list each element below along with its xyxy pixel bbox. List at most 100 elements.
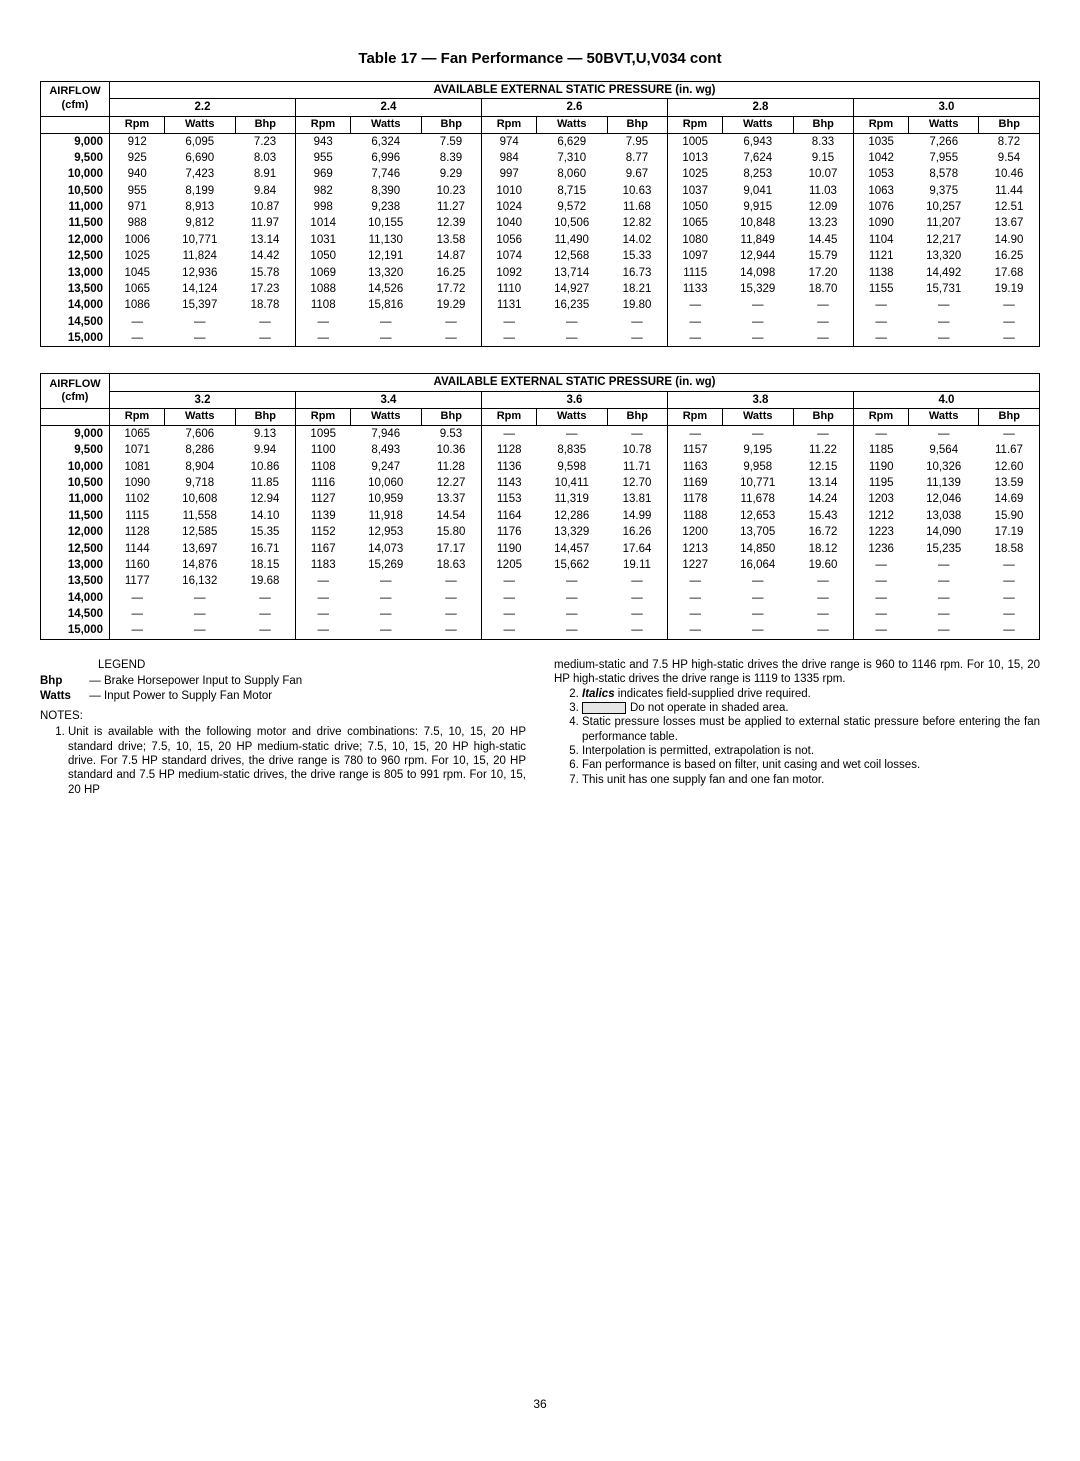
- pressure-group-header: 2.6: [481, 99, 667, 116]
- data-cell: —: [536, 590, 607, 606]
- sub-header: Bhp: [421, 409, 481, 426]
- data-cell: 11,678: [722, 491, 793, 507]
- data-cell: 1127: [295, 491, 350, 507]
- data-cell: 1108: [295, 459, 350, 475]
- data-cell: 11.68: [607, 199, 667, 215]
- sub-header: Rpm: [667, 409, 722, 426]
- italics-word: Italics: [582, 688, 615, 700]
- sub-header: Watts: [164, 116, 235, 133]
- data-cell: 9.94: [235, 442, 295, 458]
- data-cell: —: [667, 590, 722, 606]
- data-cell: —: [536, 573, 607, 589]
- data-cell: —: [908, 425, 979, 442]
- data-cell: 15,235: [908, 541, 979, 557]
- data-cell: 1213: [667, 541, 722, 557]
- data-cell: 15,269: [350, 557, 421, 573]
- sub-header: Bhp: [235, 116, 295, 133]
- data-cell: 1178: [667, 491, 722, 507]
- data-cell: 11,824: [164, 248, 235, 264]
- data-cell: —: [164, 330, 235, 347]
- note-text: Do not operate in shaded area.: [630, 702, 789, 714]
- airflow-cell: 10,000: [41, 166, 110, 182]
- data-cell: —: [164, 622, 235, 639]
- sub-header: Watts: [722, 116, 793, 133]
- data-cell: 10.46: [979, 166, 1040, 182]
- data-cell: 1053: [853, 166, 908, 182]
- table-row: 13,000116014,87618.15118315,26918.631205…: [41, 557, 1040, 573]
- data-cell: —: [536, 330, 607, 347]
- data-cell: —: [908, 573, 979, 589]
- pressure-group-header: 3.2: [110, 391, 296, 408]
- table-row: 12,500102511,82414.42105012,19114.871074…: [41, 248, 1040, 264]
- data-cell: 8,390: [350, 183, 421, 199]
- data-cell: —: [295, 330, 350, 347]
- data-cell: 13.59: [979, 475, 1040, 491]
- data-cell: 1037: [667, 183, 722, 199]
- data-cell: —: [481, 622, 536, 639]
- data-cell: 13,329: [536, 524, 607, 540]
- data-cell: 1121: [853, 248, 908, 264]
- data-cell: —: [793, 330, 853, 347]
- data-cell: 9,564: [908, 442, 979, 458]
- legend-term: Watts: [40, 689, 86, 703]
- data-cell: 7,946: [350, 425, 421, 442]
- footer-right-col: medium-static and 7.5 HP high-static dri…: [554, 658, 1040, 797]
- data-cell: —: [164, 314, 235, 330]
- data-cell: 9,915: [722, 199, 793, 215]
- data-cell: 1133: [667, 281, 722, 297]
- data-cell: 12,936: [164, 265, 235, 281]
- data-cell: 13,038: [908, 508, 979, 524]
- table-row: 12,000100610,77113.14103111,13013.581056…: [41, 232, 1040, 248]
- data-cell: 11.03: [793, 183, 853, 199]
- data-cell: 10.23: [421, 183, 481, 199]
- sub-header: Watts: [164, 409, 235, 426]
- data-cell: 1080: [667, 232, 722, 248]
- data-cell: 11,130: [350, 232, 421, 248]
- data-cell: 19.19: [979, 281, 1040, 297]
- data-cell: 12,286: [536, 508, 607, 524]
- data-cell: —: [421, 314, 481, 330]
- data-cell: 1042: [853, 150, 908, 166]
- data-cell: 12.51: [979, 199, 1040, 215]
- data-cell: 1069: [295, 265, 350, 281]
- data-cell: —: [793, 606, 853, 622]
- data-cell: 19.68: [235, 573, 295, 589]
- data-cell: 1167: [295, 541, 350, 557]
- data-cell: 16,064: [722, 557, 793, 573]
- sub-header: Watts: [536, 116, 607, 133]
- pressure-group-header: 2.4: [295, 99, 481, 116]
- data-cell: 12,653: [722, 508, 793, 524]
- data-cell: 1024: [481, 199, 536, 215]
- data-cell: 15.90: [979, 508, 1040, 524]
- legend-title: LEGEND: [98, 658, 526, 672]
- data-cell: 1086: [110, 297, 165, 313]
- data-cell: 984: [481, 150, 536, 166]
- data-cell: 14,457: [536, 541, 607, 557]
- data-cell: 18.21: [607, 281, 667, 297]
- data-cell: 8.33: [793, 133, 853, 150]
- data-cell: —: [853, 330, 908, 347]
- note-item: Unit is available with the following mot…: [68, 725, 526, 797]
- data-cell: —: [235, 606, 295, 622]
- legend-dash: —: [86, 674, 104, 688]
- data-cell: 9,598: [536, 459, 607, 475]
- airflow-cell: 12,000: [41, 524, 110, 540]
- data-cell: —: [793, 622, 853, 639]
- data-cell: 16.71: [235, 541, 295, 557]
- data-cell: 1131: [481, 297, 536, 313]
- data-cell: 1074: [481, 248, 536, 264]
- sub-header: Watts: [722, 409, 793, 426]
- data-cell: 1090: [110, 475, 165, 491]
- data-cell: —: [979, 573, 1040, 589]
- pressure-group-header: 3.8: [667, 391, 853, 408]
- data-cell: 10.07: [793, 166, 853, 182]
- sub-header: Bhp: [421, 116, 481, 133]
- data-cell: 9,572: [536, 199, 607, 215]
- data-cell: 10,959: [350, 491, 421, 507]
- data-cell: —: [908, 606, 979, 622]
- performance-table: AIRFLOW(cfm)AVAILABLE EXTERNAL STATIC PR…: [40, 373, 1040, 639]
- legend-row: Bhp — Brake Horsepower Input to Supply F…: [40, 674, 526, 688]
- data-cell: 1076: [853, 199, 908, 215]
- data-cell: —: [793, 590, 853, 606]
- airflow-cell: 11,000: [41, 199, 110, 215]
